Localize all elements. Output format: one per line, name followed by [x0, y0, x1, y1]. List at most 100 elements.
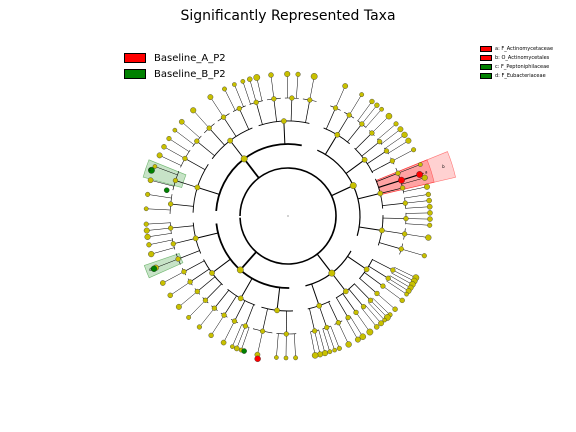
leaf-branch [294, 333, 296, 358]
leaf-branch [276, 333, 279, 358]
class-node [361, 157, 368, 163]
tree-nodes [143, 70, 433, 363]
clade-swatch [480, 72, 492, 79]
order-node [283, 331, 289, 337]
order-branch [170, 225, 194, 229]
leaf-branch [168, 138, 190, 152]
leaf-branch [178, 291, 198, 308]
order-branch [364, 272, 384, 287]
leaf-node [427, 216, 433, 222]
clade-letter-a: a [425, 169, 428, 174]
order-node [335, 320, 341, 326]
leaf-branch [405, 223, 430, 226]
leaf-node [421, 253, 427, 259]
leaf-branch [338, 322, 349, 345]
leaf-branch [155, 258, 179, 268]
root-node [287, 215, 289, 217]
leaf-node [274, 355, 279, 360]
order-node [231, 318, 238, 324]
phylum-branch [239, 251, 257, 271]
class-node [343, 288, 349, 295]
class-branch [359, 226, 382, 231]
class-branch [347, 256, 367, 270]
leaf-node [411, 147, 417, 153]
order-node [175, 256, 181, 262]
order-node [402, 231, 408, 237]
leaf-branch [148, 239, 173, 246]
order-branch [255, 102, 263, 125]
leaf-node [310, 73, 318, 80]
leaf-node [336, 345, 342, 351]
clade-legend-label: c: F_Peptoniphilaceae [495, 63, 550, 70]
leaf-branch [388, 278, 409, 292]
order-branch [328, 301, 339, 323]
significant-node-c [148, 166, 155, 174]
leaf-branch [330, 325, 340, 349]
leaf-node [327, 349, 333, 355]
leaf-branch [335, 85, 346, 109]
highlight-labels: b a c d [148, 164, 445, 272]
order-branch [290, 98, 293, 122]
leaf-node [425, 234, 432, 241]
clade-legend-item: c: F_Peptoniphilaceae [480, 62, 553, 71]
class-branch [197, 186, 220, 195]
clade-legend-item: b: O_Actinomycetales [480, 53, 553, 62]
leaf-branch [181, 121, 200, 138]
order-branch [223, 116, 237, 137]
class-node [194, 184, 201, 191]
order-branch [380, 187, 403, 194]
class-node [281, 118, 287, 124]
class-node [363, 266, 370, 273]
leaf-branch [146, 227, 171, 231]
order-node [221, 312, 227, 318]
leaf-node [385, 112, 393, 120]
order-node [170, 241, 176, 247]
leaf-node [293, 355, 298, 361]
class-branch [324, 134, 338, 155]
order-node [182, 155, 188, 162]
leaf-branch [154, 166, 178, 176]
class-branch [283, 121, 286, 145]
order-node [307, 97, 313, 103]
order-branch [245, 304, 255, 327]
class-branch [276, 287, 281, 311]
order-node [172, 177, 179, 184]
leaf-branch [361, 105, 378, 125]
order-node [390, 267, 396, 273]
leaf-node [240, 79, 246, 84]
order-branch [382, 217, 406, 219]
order-node [380, 283, 386, 289]
leaf-branch [150, 180, 174, 187]
leaf-branch [386, 280, 407, 295]
order-branch [371, 160, 393, 172]
legend-label-b: Baseline_B_P2 [154, 68, 226, 80]
leaf-branch [365, 109, 382, 128]
leaf-node [379, 106, 384, 112]
class-branch [311, 283, 320, 306]
order-branch [305, 99, 311, 123]
leaf-branch [146, 208, 171, 211]
legend-item-a: Baseline_A_P2 [124, 50, 226, 66]
order-node [289, 95, 295, 101]
leaf-node [186, 315, 192, 320]
order-branch [318, 305, 328, 328]
class-node [334, 131, 341, 138]
order-node [367, 297, 374, 303]
order-node [194, 138, 200, 144]
class-node [237, 295, 244, 302]
order-branch [189, 268, 210, 283]
phylum-node [328, 269, 336, 277]
leaf-branch [210, 315, 225, 336]
leaf-branch [210, 96, 224, 118]
order-branch [368, 265, 389, 279]
leaf-branch [326, 327, 335, 351]
leaf-branch [147, 194, 172, 199]
order-node [211, 305, 217, 311]
leaf-branch [357, 101, 373, 121]
figure-title: Significantly Represented Taxa [180, 8, 396, 24]
leaf-node [167, 292, 173, 299]
order-branch [342, 293, 357, 313]
leaf-branch [387, 140, 409, 154]
leaf-branch [236, 325, 246, 349]
